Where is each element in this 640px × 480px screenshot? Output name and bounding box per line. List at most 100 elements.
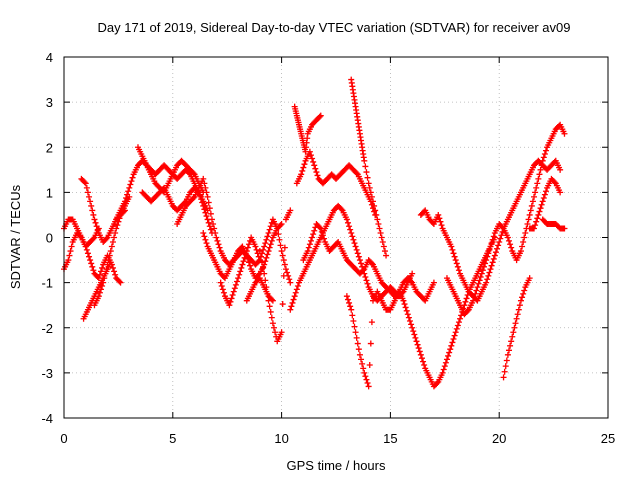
data-point: [287, 207, 294, 214]
data-point: [531, 225, 538, 232]
data-point: [279, 252, 286, 259]
data-point: [538, 162, 545, 169]
data-point: [350, 317, 357, 324]
data-point: [485, 250, 492, 257]
data-point: [520, 290, 527, 297]
data-point: [409, 324, 416, 331]
data-point: [321, 235, 328, 242]
data-point: [534, 215, 541, 222]
data-point: [68, 243, 75, 250]
data-point: [437, 218, 444, 225]
data-point: [343, 216, 350, 223]
data-point: [300, 164, 307, 171]
data-point: [301, 161, 308, 168]
data-point: [279, 301, 286, 308]
data-point: [284, 269, 291, 276]
data-point: [314, 172, 321, 179]
data-point: [438, 222, 445, 229]
x-tick-label: 15: [383, 431, 397, 446]
data-point: [436, 215, 443, 222]
data-point: [205, 219, 212, 226]
data-point: [371, 202, 378, 209]
y-tick-label: 4: [46, 50, 53, 65]
data-point: [286, 276, 293, 283]
data-point: [541, 151, 548, 158]
axis-ticks: [63, 56, 609, 419]
data-point: [489, 236, 496, 243]
data-point: [400, 297, 407, 304]
data-point: [350, 236, 357, 243]
data-point: [368, 319, 375, 326]
data-point: [440, 366, 447, 373]
data-point: [84, 189, 91, 196]
data-point: [282, 266, 289, 273]
data-point: [226, 302, 233, 309]
data-point: [269, 320, 276, 327]
data-point: [455, 267, 462, 274]
data-point: [200, 175, 207, 182]
data-point: [537, 166, 544, 173]
data-point: [516, 302, 523, 309]
data-point: [441, 363, 448, 370]
data-point: [363, 376, 370, 383]
data-point: [214, 237, 221, 244]
data-point: [442, 359, 449, 366]
data-point: [265, 229, 272, 236]
data-point: [305, 244, 312, 251]
data-point: [363, 277, 370, 284]
data-point: [304, 248, 311, 255]
data-point: [265, 248, 272, 255]
data-point: [65, 257, 72, 264]
data-point: [201, 206, 208, 213]
data-point: [470, 297, 477, 304]
data-point: [280, 257, 287, 264]
data-point: [501, 368, 508, 375]
data-point: [128, 178, 135, 185]
data-point: [87, 198, 94, 205]
data-point: [101, 275, 108, 282]
data-point: [264, 251, 271, 258]
data-point: [488, 262, 495, 269]
data-point: [364, 174, 371, 181]
data-point: [486, 269, 493, 276]
data-point: [260, 246, 267, 253]
data-point: [487, 266, 494, 273]
data-point: [358, 260, 365, 267]
data-point: [464, 307, 471, 314]
data-point: [354, 250, 361, 257]
data-point: [515, 306, 522, 313]
data-point: [270, 324, 277, 331]
data-point: [561, 130, 568, 137]
y-tick-label: -4: [41, 411, 53, 426]
series-track-10: [200, 220, 285, 282]
data-point: [351, 240, 358, 247]
data-point: [528, 202, 535, 209]
data-point: [363, 169, 370, 176]
data-point: [99, 264, 106, 271]
data-point: [237, 268, 244, 275]
data-point: [379, 239, 386, 246]
data-point: [354, 340, 361, 347]
data-point: [120, 208, 127, 215]
data-point: [360, 267, 367, 274]
data-point: [473, 287, 480, 294]
data-point: [103, 266, 110, 273]
data-point: [287, 306, 294, 313]
data-point: [408, 321, 415, 328]
data-point: [91, 216, 98, 223]
data-point: [219, 286, 226, 293]
data-point: [514, 311, 521, 318]
data-point: [375, 220, 382, 227]
data-point: [435, 211, 442, 218]
data-point: [125, 188, 132, 195]
data-point: [458, 312, 465, 319]
data-point: [477, 273, 484, 280]
data-point: [414, 341, 421, 348]
data-point: [364, 280, 371, 287]
data-point: [212, 229, 219, 236]
data-point: [312, 165, 319, 172]
series-track-21: [443, 121, 568, 318]
series-track-23: [526, 175, 564, 232]
data-point: [517, 248, 524, 255]
data-point: [206, 223, 213, 230]
